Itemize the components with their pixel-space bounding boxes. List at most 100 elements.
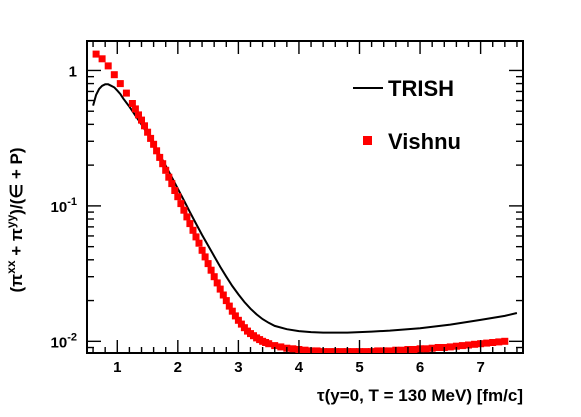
data-point-vishnu	[192, 233, 200, 241]
y-axis-title-open: (π	[7, 274, 26, 293]
data-point-vishnu	[144, 128, 152, 136]
data-point-vishnu	[265, 340, 273, 348]
data-point-vishnu	[174, 193, 182, 201]
data-point-vishnu	[495, 338, 503, 346]
data-point-vishnu	[159, 160, 167, 168]
y-tick-label: 10-2	[51, 331, 77, 351]
data-point-vishnu	[398, 346, 406, 353]
data-point-vishnu	[201, 253, 209, 261]
data-point-vishnu	[98, 55, 106, 63]
plot-frame-group	[86, 40, 524, 354]
data-point-vishnu	[213, 279, 221, 287]
data-point-vishnu	[349, 348, 357, 353]
data-point-vishnu	[362, 348, 370, 353]
data-point-vishnu	[228, 307, 236, 315]
data-point-vishnu	[138, 116, 145, 124]
y-tick-label-base: 1	[69, 63, 77, 80]
data-point-vishnu	[225, 302, 233, 310]
data-point-vishnu	[458, 342, 466, 350]
data-point-vishnu	[156, 153, 164, 161]
legend-label-trish: TRISH	[388, 76, 454, 101]
data-point-vishnu	[501, 337, 509, 345]
plot-frame	[86, 40, 524, 354]
y-axis-title: (πxx + πyy)/(∈ + P)	[4, 147, 26, 292]
data-point-vishnu	[116, 80, 124, 88]
data-point-vishnu	[452, 342, 460, 350]
data-point-vishnu	[219, 291, 227, 299]
y-tick-label-base: 10	[51, 334, 68, 351]
data-point-vishnu	[131, 105, 139, 113]
data-point-vishnu	[183, 213, 191, 221]
data-point-vishnu	[289, 345, 297, 353]
data-point-vishnu	[422, 345, 430, 353]
legend-marker-swatch	[363, 136, 372, 145]
y-tick-label-base: 10	[51, 199, 68, 216]
data-point-vishnu	[141, 122, 148, 130]
x-tick-label: 7	[476, 359, 484, 376]
x-tick-label: 6	[416, 359, 424, 376]
data-point-vishnu	[410, 346, 418, 353]
data-point-vishnu	[162, 166, 170, 174]
data-point-vishnu	[434, 344, 442, 351]
x-tick-label: 3	[234, 359, 242, 376]
data-point-vishnu	[171, 187, 179, 194]
y-axis-title-mid: + π	[7, 228, 26, 260]
data-point-vishnu	[483, 339, 491, 347]
data-point-vishnu	[301, 346, 309, 353]
data-point-vishnu	[337, 348, 345, 353]
x-axis-title: τ(y=0, T = 130 MeV) [fm/c]	[317, 386, 523, 405]
data-point-vishnu	[471, 340, 479, 348]
data-point-vishnu	[180, 206, 188, 214]
y-tick-label-exponent: -1	[67, 196, 77, 208]
data-point-vishnu	[147, 134, 155, 142]
x-tick-label: 5	[355, 359, 363, 376]
legend-group: TRISH Vishnu	[353, 76, 461, 154]
data-point-vishnu	[277, 343, 285, 351]
y-tick-label: 1	[69, 63, 77, 80]
data-point-vishnu	[207, 266, 215, 274]
data-point-vishnu	[128, 100, 136, 107]
data-point-vishnu	[446, 343, 454, 351]
data-point-vishnu	[386, 347, 394, 353]
x-tick-label: 4	[295, 359, 304, 376]
data-point-vishnu	[465, 341, 472, 349]
data-point-vishnu	[210, 273, 218, 281]
y-axis-title-close: )/(∈ + P)	[7, 147, 26, 214]
data-point-vishnu	[165, 173, 173, 181]
data-point-vishnu	[325, 348, 333, 353]
data-point-vishnu	[204, 260, 212, 268]
data-point-vishnu	[222, 297, 230, 305]
data-point-vishnu	[489, 339, 497, 346]
data-point-vishnu	[216, 285, 224, 293]
data-point-vishnu	[271, 342, 279, 350]
data-point-vishnu	[177, 200, 185, 208]
data-point-vishnu	[122, 89, 130, 97]
data-point-vishnu	[150, 140, 158, 148]
data-point-vishnu	[104, 62, 112, 70]
data-point-vishnu	[198, 246, 206, 254]
data-point-vishnu	[135, 111, 142, 119]
data-point-vishnu	[313, 347, 321, 353]
data-point-vishnu	[153, 147, 161, 155]
y-tick-label: 10-1	[51, 196, 77, 216]
y-axis-title-sup2: yy	[4, 214, 18, 228]
data-point-vishnu	[231, 312, 239, 320]
data-point-vishnu	[195, 239, 203, 247]
y-axis-title-sup1: xx	[4, 260, 18, 274]
legend-label-vishnu: Vishnu	[388, 129, 461, 154]
x-tick-label: 1	[113, 359, 121, 376]
data-point-vishnu	[168, 180, 176, 188]
data-point-vishnu	[186, 220, 194, 228]
data-point-vishnu	[374, 347, 382, 353]
data-point-vishnu	[92, 50, 100, 58]
data-point-vishnu	[110, 71, 118, 79]
x-tick-label: 2	[174, 359, 182, 376]
series-line-trish	[92, 83, 518, 334]
data-point-vishnu	[237, 320, 245, 328]
y-tick-label-exponent: -2	[67, 331, 77, 343]
data-point-vishnu	[234, 316, 242, 324]
data-point-vishnu	[189, 226, 197, 234]
